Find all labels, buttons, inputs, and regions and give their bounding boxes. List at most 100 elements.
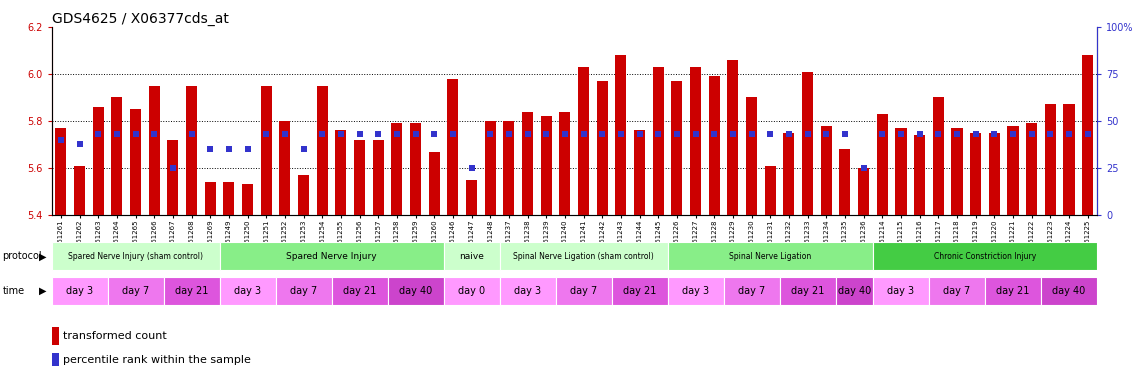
Bar <box>108 277 164 305</box>
Point <box>668 131 686 137</box>
Bar <box>164 277 220 305</box>
Text: day 40: day 40 <box>838 286 871 296</box>
Point <box>481 131 499 137</box>
Bar <box>443 277 499 305</box>
Bar <box>597 81 608 215</box>
Bar <box>220 243 443 270</box>
Bar <box>780 277 836 305</box>
Point <box>761 131 780 137</box>
Bar <box>504 121 514 215</box>
Point <box>182 131 200 137</box>
Bar <box>1082 55 1093 215</box>
Text: Spinal Nerve Ligation: Spinal Nerve Ligation <box>729 252 812 261</box>
Text: day 3: day 3 <box>234 286 261 296</box>
Bar <box>317 86 327 215</box>
Bar <box>335 131 347 215</box>
Point <box>256 131 275 137</box>
Text: day 21: day 21 <box>342 286 377 296</box>
Bar <box>276 277 332 305</box>
Bar <box>205 182 215 215</box>
Point <box>798 131 816 137</box>
Bar <box>724 277 780 305</box>
Point <box>686 131 704 137</box>
Bar <box>52 243 220 270</box>
Point <box>499 131 518 137</box>
Bar <box>821 126 831 215</box>
Bar <box>690 67 701 215</box>
Point <box>966 131 985 137</box>
Text: Spared Nerve Injury: Spared Nerve Injury <box>286 252 377 261</box>
Point <box>202 146 220 152</box>
Bar <box>499 243 668 270</box>
Bar <box>615 55 626 215</box>
Point <box>874 131 892 137</box>
Text: day 3: day 3 <box>514 286 542 296</box>
Bar <box>392 123 403 215</box>
Point <box>369 131 387 137</box>
Point <box>89 131 108 137</box>
Point <box>649 131 668 137</box>
Bar <box>279 121 291 215</box>
Text: day 40: day 40 <box>1052 286 1085 296</box>
Text: Spared Nerve Injury (sham control): Spared Nerve Injury (sham control) <box>68 252 203 261</box>
Text: day 21: day 21 <box>996 286 1029 296</box>
Bar <box>802 71 813 215</box>
Bar <box>839 149 851 215</box>
Bar <box>55 128 66 215</box>
Bar <box>1064 104 1074 215</box>
Text: Chronic Constriction Injury: Chronic Constriction Injury <box>934 252 1036 261</box>
Bar <box>261 86 271 215</box>
Text: day 21: day 21 <box>175 286 208 296</box>
Text: day 7: day 7 <box>121 286 149 296</box>
Point <box>126 131 144 137</box>
Bar <box>634 131 645 215</box>
Bar <box>668 277 724 305</box>
Point <box>742 131 760 137</box>
Bar <box>929 277 985 305</box>
Text: day 7: day 7 <box>570 286 598 296</box>
Text: day 21: day 21 <box>791 286 824 296</box>
Bar <box>332 277 387 305</box>
Point <box>910 131 929 137</box>
Bar <box>484 121 496 215</box>
Point <box>555 131 574 137</box>
Bar <box>499 277 555 305</box>
Text: day 40: day 40 <box>398 286 432 296</box>
Bar <box>1026 123 1037 215</box>
Bar <box>167 140 179 215</box>
Point <box>929 131 947 137</box>
Point <box>631 131 649 137</box>
Bar <box>372 140 384 215</box>
Bar <box>354 140 365 215</box>
Bar <box>765 166 776 215</box>
Point <box>313 131 331 137</box>
Bar <box>185 86 197 215</box>
Bar <box>671 81 682 215</box>
Bar <box>448 79 458 215</box>
Bar <box>129 109 141 215</box>
Text: naive: naive <box>459 252 484 261</box>
Bar <box>836 277 872 305</box>
Bar <box>783 133 795 215</box>
Text: protocol: protocol <box>2 251 42 262</box>
Bar <box>914 135 925 215</box>
Point <box>854 165 872 171</box>
Bar <box>872 277 929 305</box>
Point <box>780 131 798 137</box>
Bar <box>443 243 499 270</box>
Bar <box>111 98 123 215</box>
Point <box>1004 131 1022 137</box>
Bar <box>933 98 943 215</box>
Point <box>892 131 910 137</box>
Bar <box>540 116 552 215</box>
Point <box>388 131 406 137</box>
Point <box>332 131 350 137</box>
Bar <box>387 277 443 305</box>
Point <box>1079 131 1097 137</box>
Bar <box>727 60 739 215</box>
Point <box>1060 131 1079 137</box>
Text: day 7: day 7 <box>943 286 971 296</box>
Point <box>519 131 537 137</box>
Text: ▶: ▶ <box>39 286 47 296</box>
Point <box>705 131 724 137</box>
